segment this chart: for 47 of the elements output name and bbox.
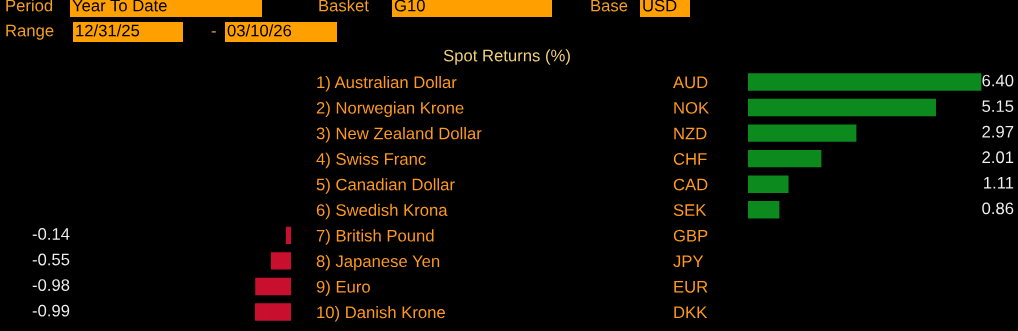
y-tick-label: 3) New Zealand Dollar (316, 127, 482, 143)
y-tick-label: JPY (673, 255, 704, 268)
data-label: -0.99 (32, 304, 70, 317)
text: G10 (394, 0, 425, 12)
y-tick-label: 10) Danish Krone (317, 306, 445, 322)
y-tick-label: NZD (674, 127, 707, 140)
data-label: 0.86 (982, 202, 1014, 215)
data-label: 1.11 (984, 177, 1014, 189)
data-label: 2.01 (982, 151, 1014, 164)
bar (748, 73, 982, 91)
y-tick-label: 2) Norwegian Krone (316, 101, 464, 118)
text: - (211, 31, 216, 33)
text: Period (6, 0, 53, 12)
y-tick-label: GBP (673, 229, 708, 242)
y-tick-label: 9) Euro (316, 280, 370, 296)
y-tick-label: 5) Canadian Dollar (316, 178, 455, 194)
y-tick-label: DKK (674, 306, 708, 319)
y-tick-label: 4) Swiss Franc (316, 152, 426, 169)
data-label: 6.40 (982, 74, 1014, 87)
y-tick-label: 8) Japanese Yen (316, 254, 440, 271)
text: 03/10/26 (227, 24, 292, 37)
bar (748, 124, 857, 142)
data-label: 5.15 (982, 100, 1014, 113)
data-label: 2.97 (982, 125, 1014, 138)
y-tick-label: 1) Australian Dollar (317, 75, 457, 92)
y-tick-label: EUR (674, 281, 708, 293)
y-tick-label: CAD (673, 178, 708, 191)
data-label: -0.98 (32, 279, 70, 291)
y-tick-label: AUD (673, 76, 708, 89)
y-tick-label: NOK (674, 101, 709, 114)
y-tick-label: CHF (673, 153, 707, 165)
data-label: -0.55 (32, 253, 70, 266)
data-label: -0.14 (32, 228, 70, 240)
text: Range (6, 24, 54, 40)
y-tick-label: SEK (673, 204, 707, 216)
text: Basket (319, 0, 369, 12)
text: 12/31/25 (76, 24, 140, 37)
bar (748, 98, 936, 117)
bar (748, 175, 789, 193)
bar (748, 201, 780, 219)
y-tick-label: 6) Swedish Krona (316, 203, 448, 220)
text: Base (591, 0, 628, 12)
y-tick-label: 7) British Pound (316, 229, 434, 245)
text: Year To Date (72, 0, 167, 12)
text: USD (643, 0, 677, 12)
bar (748, 149, 822, 168)
text: Spot Returns (%) (443, 49, 570, 65)
